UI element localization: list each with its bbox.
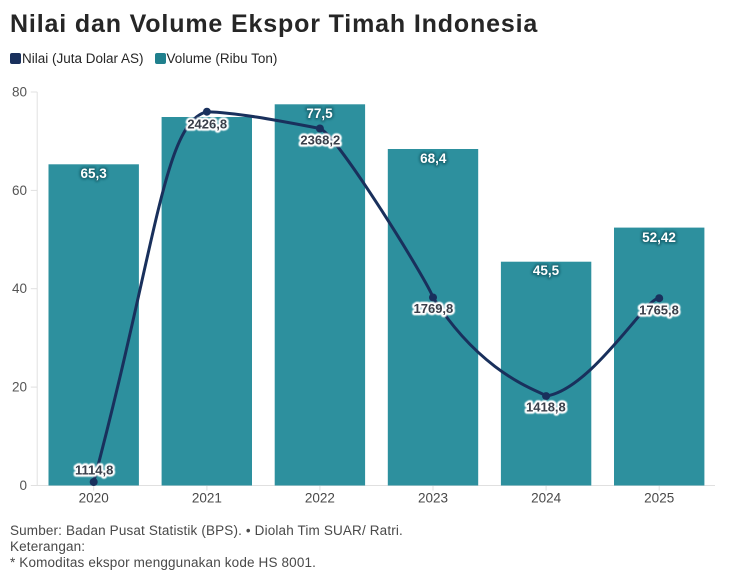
svg-text:2024: 2024 xyxy=(531,491,562,506)
svg-text:1765,8: 1765,8 xyxy=(639,302,679,317)
svg-text:1418,8: 1418,8 xyxy=(526,399,566,414)
svg-text:1114,8: 1114,8 xyxy=(75,463,113,478)
svg-text:52,42: 52,42 xyxy=(642,230,676,245)
svg-text:2022: 2022 xyxy=(305,491,335,506)
svg-text:2368,2: 2368,2 xyxy=(300,133,340,148)
svg-text:1418,8: 1418,8 xyxy=(526,399,566,414)
svg-text:77,5: 77,5 xyxy=(306,106,333,121)
svg-text:1114,8: 1114,8 xyxy=(75,463,113,478)
svg-text:68,4: 68,4 xyxy=(420,151,447,166)
svg-text:45,5: 45,5 xyxy=(533,263,560,278)
svg-text:2021: 2021 xyxy=(192,491,222,506)
svg-text:80: 80 xyxy=(12,85,27,100)
svg-text:40: 40 xyxy=(12,281,27,296)
svg-text:1769,8: 1769,8 xyxy=(414,301,454,316)
svg-text:20: 20 xyxy=(12,380,27,395)
svg-text:1769,8: 1769,8 xyxy=(414,301,454,316)
svg-text:2023: 2023 xyxy=(418,491,448,506)
svg-text:68,4: 68,4 xyxy=(420,151,447,166)
svg-text:2020: 2020 xyxy=(79,491,109,506)
svg-text:65,3: 65,3 xyxy=(80,166,107,181)
svg-text:65,3: 65,3 xyxy=(80,166,107,181)
svg-text:45,5: 45,5 xyxy=(533,263,560,278)
svg-text:2426,8: 2426,8 xyxy=(187,116,227,131)
svg-text:52,42: 52,42 xyxy=(642,230,676,245)
svg-text:1765,8: 1765,8 xyxy=(639,302,679,317)
svg-text:2025: 2025 xyxy=(644,491,674,506)
svg-text:77,5: 77,5 xyxy=(306,106,333,121)
svg-text:2368,2: 2368,2 xyxy=(300,133,340,148)
svg-text:0: 0 xyxy=(19,478,27,493)
svg-text:60: 60 xyxy=(12,183,27,198)
svg-text:2426,8: 2426,8 xyxy=(187,116,227,131)
